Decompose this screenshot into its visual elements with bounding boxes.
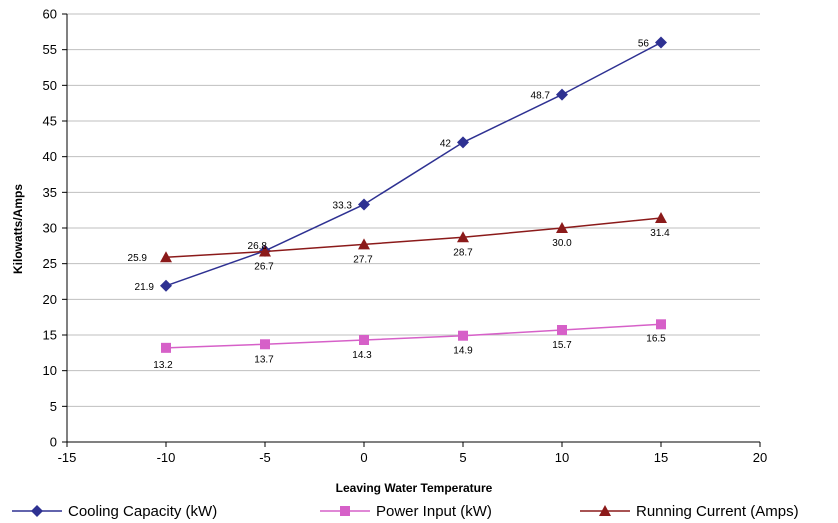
y-tick-label: 10 bbox=[43, 363, 57, 378]
data-label: 13.2 bbox=[153, 360, 173, 371]
data-point bbox=[655, 212, 667, 224]
data-point bbox=[160, 279, 172, 292]
y-tick-label: 15 bbox=[43, 328, 57, 343]
data-point bbox=[556, 222, 568, 233]
x-tick-label: -10 bbox=[157, 450, 176, 465]
y-tick-label: 20 bbox=[43, 292, 57, 307]
x-tick-label: 0 bbox=[360, 450, 367, 465]
data-label: 33.3 bbox=[333, 200, 353, 211]
data-label: 21.9 bbox=[135, 282, 155, 293]
data-point bbox=[656, 319, 666, 330]
y-tick-label: 25 bbox=[43, 256, 57, 271]
data-label: 26.8 bbox=[248, 241, 268, 252]
data-point bbox=[556, 88, 568, 101]
data-point bbox=[458, 330, 468, 341]
data-label: 14.3 bbox=[352, 350, 372, 361]
legend-label: Power Input (kW) bbox=[376, 503, 492, 520]
x-tick-label: 15 bbox=[654, 450, 668, 465]
data-label: 26.7 bbox=[254, 262, 274, 273]
legend-marker bbox=[599, 505, 611, 516]
grid-layer bbox=[67, 13, 760, 443]
x-axis-title: Leaving Water Temperature bbox=[336, 481, 493, 495]
data-point bbox=[457, 231, 469, 243]
y-tick-label: 55 bbox=[43, 42, 57, 57]
x-tick-label: 5 bbox=[459, 450, 466, 465]
data-point bbox=[359, 334, 369, 345]
y-tick-label: 50 bbox=[43, 78, 57, 93]
series-layer bbox=[160, 36, 667, 353]
data-label: 16.5 bbox=[646, 333, 666, 344]
axis-layer: 0 5 10 15 20 25 30 35 40 45 50 55 60 -15 -10 -5 0 5 10 15 20 bbox=[43, 7, 768, 466]
data-label: 30.0 bbox=[552, 238, 572, 249]
legend: Cooling Capacity (kW) Power Input (kW) Run… bbox=[12, 503, 799, 520]
data-label: 14.9 bbox=[453, 346, 473, 357]
x-tick-label: 10 bbox=[555, 450, 569, 465]
legend-marker bbox=[340, 506, 350, 516]
data-point bbox=[259, 245, 271, 257]
x-tick-label: -5 bbox=[259, 450, 271, 465]
y-tick-label: 60 bbox=[43, 7, 57, 22]
data-point bbox=[160, 251, 172, 263]
y-tick-label: 35 bbox=[43, 185, 57, 200]
data-label: 15.7 bbox=[552, 340, 572, 351]
y-axis-title: Kilowatts/Amps bbox=[11, 184, 25, 274]
y-tick-label: 5 bbox=[50, 399, 57, 414]
y-tick-label: 40 bbox=[43, 149, 57, 164]
data-label-layer: 21.9 26.8 33.3 42 48.7 56 13.2 13.7 14.3 14.9 15.7… bbox=[128, 39, 671, 371]
data-label: 27.7 bbox=[353, 254, 373, 265]
data-label: 25.9 bbox=[128, 253, 148, 264]
data-label: 56 bbox=[638, 39, 650, 50]
data-point bbox=[655, 36, 667, 49]
y-tick-label: 0 bbox=[50, 435, 57, 450]
series-line bbox=[165, 217, 662, 258]
data-label: 13.7 bbox=[254, 354, 274, 365]
y-tick-label: 45 bbox=[43, 114, 57, 129]
x-tick-label: -15 bbox=[58, 450, 77, 465]
legend-marker bbox=[31, 505, 43, 517]
data-point bbox=[457, 136, 469, 149]
data-point bbox=[557, 325, 567, 336]
x-tick-label: 20 bbox=[753, 450, 767, 465]
data-point bbox=[161, 342, 171, 353]
data-label: 48.7 bbox=[531, 91, 551, 102]
data-point bbox=[358, 238, 370, 250]
data-label: 31.4 bbox=[650, 228, 670, 239]
data-point bbox=[260, 339, 270, 350]
data-point bbox=[358, 198, 370, 211]
legend-label: Running Current (Amps) bbox=[636, 503, 799, 520]
y-tick-label: 30 bbox=[43, 221, 57, 236]
data-label: 42 bbox=[440, 138, 452, 149]
series-line bbox=[165, 41, 662, 287]
series-line bbox=[165, 323, 662, 349]
legend-label: Cooling Capacity (kW) bbox=[68, 503, 217, 520]
data-label: 28.7 bbox=[453, 247, 473, 258]
